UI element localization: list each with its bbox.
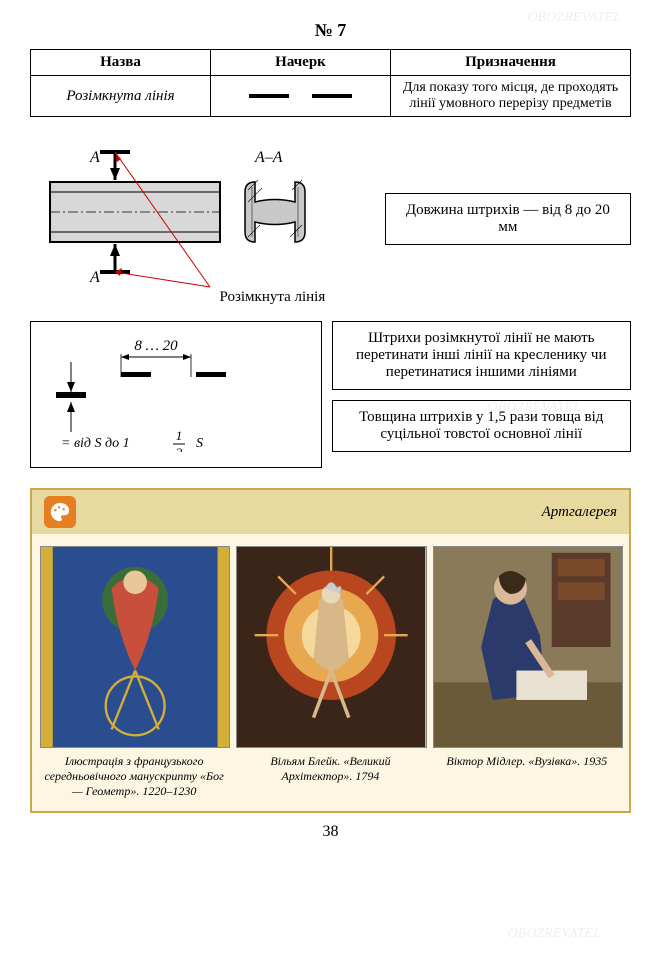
gallery-image-3 bbox=[433, 546, 623, 748]
diagram-row-1: A A A–A bbox=[30, 132, 631, 306]
gallery-image-1 bbox=[40, 546, 230, 748]
palette-icon bbox=[44, 496, 76, 528]
info-box-length: Довжина штрихів — від 8 до 20 мм bbox=[385, 193, 631, 245]
gallery-item: Вільям Блейк. «Великий Архітектор». 1794 bbox=[236, 546, 424, 799]
dimension-diagram-svg: 8 … 20 = від S до 1 1 2 bbox=[41, 332, 261, 452]
dim-text: 8 … 20 bbox=[134, 338, 178, 354]
table-header-sketch: Начерк bbox=[211, 50, 391, 76]
gallery-caption: Віктор Мідлер. «Вузівка». 1935 bbox=[433, 754, 621, 769]
dash-segment bbox=[249, 94, 289, 98]
table-header-purpose: Призначення bbox=[391, 50, 631, 76]
svg-text:2: 2 bbox=[176, 445, 183, 452]
label-A-bottom: A bbox=[89, 269, 100, 286]
art-gallery-header: Артгалерея bbox=[32, 490, 629, 534]
dash-segment bbox=[312, 94, 352, 98]
svg-text:S: S bbox=[196, 436, 203, 451]
info-box-thickness: Товщина штрихів у 1,5 рази товща від суц… bbox=[332, 400, 631, 452]
gallery-caption: Вільям Блейк. «Великий Архітектор». 1794 bbox=[236, 754, 424, 784]
gallery-item: Ілюстрація з французького середньовічног… bbox=[40, 546, 228, 799]
gallery-item: Віктор Мідлер. «Вузівка». 1935 bbox=[433, 546, 621, 799]
section-label: A–A bbox=[254, 149, 283, 166]
gallery-image-2 bbox=[236, 546, 426, 748]
thickness-formula: = від S до 1 bbox=[61, 436, 130, 451]
section-diagram-svg: A A A–A bbox=[30, 132, 350, 292]
table-header-name: Назва bbox=[31, 50, 211, 76]
definition-table: Назва Начерк Призначення Розімкнута ліні… bbox=[30, 49, 631, 117]
art-gallery: Артгалерея Ілюстрація з француз bbox=[30, 488, 631, 813]
art-gallery-title: Артгалерея bbox=[542, 504, 617, 521]
page-number: 38 bbox=[30, 823, 631, 841]
gallery-caption: Ілюстрація з французького середньовічног… bbox=[40, 754, 228, 799]
svg-text:1: 1 bbox=[176, 428, 183, 443]
table-cell-sketch bbox=[211, 76, 391, 117]
info-box-intersect: Штрихи розімкнутої лінії не мають перети… bbox=[332, 321, 631, 390]
exercise-number: № 7 bbox=[30, 20, 631, 41]
gallery-items: Ілюстрація з французького середньовічног… bbox=[32, 534, 629, 811]
label-A-top: A bbox=[89, 149, 100, 166]
table-cell-name: Розімкнута лінія bbox=[31, 76, 211, 117]
diagram-row-2: 8 … 20 = від S до 1 1 2 bbox=[30, 321, 631, 468]
table-cell-purpose: Для показу того місця, де проходять ліні… bbox=[391, 76, 631, 117]
watermark: OBOZREVATEL bbox=[508, 926, 601, 942]
page-container: OBOZREVATEL Моя Школа OBOZREVATEL Моя Шк… bbox=[0, 0, 661, 972]
